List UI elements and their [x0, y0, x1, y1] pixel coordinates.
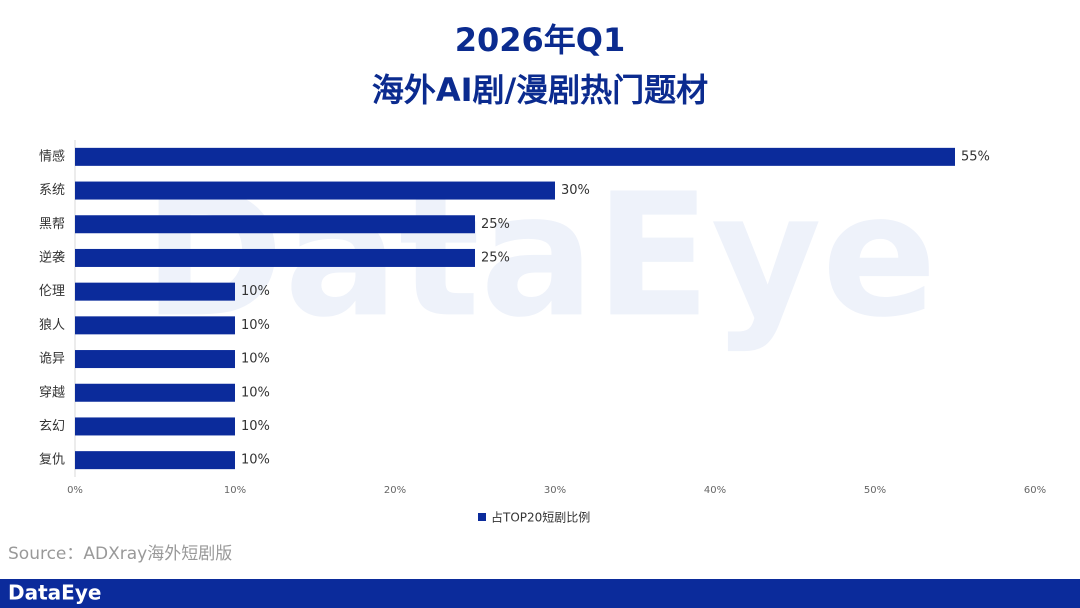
x-tick-label: 10% [224, 485, 246, 496]
y-tick-label: 玄幻 [39, 419, 65, 434]
bar [75, 215, 475, 234]
chart-title: 海外AI剧/漫剧热门题材 [372, 71, 708, 109]
value-label: 10% [241, 453, 270, 468]
y-tick-label: 逆袭 [39, 249, 65, 265]
y-tick-label: 系统 [39, 183, 65, 198]
y-tick-label: 情感 [39, 148, 65, 164]
legend-label: 占TOP20短剧比例 [491, 510, 590, 525]
x-tick-label: 60% [1024, 485, 1046, 496]
x-tick-label: 0% [67, 485, 83, 496]
value-label: 10% [241, 385, 270, 400]
bar [75, 383, 235, 402]
bar [75, 181, 555, 200]
x-tick-label: 40% [704, 485, 726, 496]
bar [75, 417, 235, 436]
footer-bar [0, 579, 1080, 608]
value-label: 55% [961, 149, 990, 164]
value-label: 30% [561, 183, 590, 198]
value-label: 25% [481, 217, 510, 232]
legend-swatch [478, 513, 486, 521]
source: Source：ADXray海外短剧版 [8, 544, 232, 564]
x-tick-label: 20% [384, 485, 406, 496]
bar [75, 451, 235, 470]
bar [75, 248, 475, 267]
y-tick-label: 伦理 [39, 284, 65, 299]
value-label: 10% [241, 419, 270, 434]
value-label: 10% [241, 352, 270, 367]
value-label: 10% [241, 318, 270, 333]
bar [75, 282, 235, 301]
y-tick-label: 狼人 [39, 318, 65, 333]
y-tick-label: 诡异 [39, 352, 65, 367]
y-tick-label: 穿越 [39, 384, 65, 400]
chart-title: 2026年Q1 [455, 21, 626, 59]
bar [75, 316, 235, 335]
bar [75, 147, 955, 166]
x-tick-label: 50% [864, 485, 886, 496]
bar [75, 350, 235, 369]
x-tick-label: 30% [544, 485, 566, 496]
value-label: 10% [241, 284, 270, 299]
y-tick-label: 黑帮 [39, 217, 65, 232]
y-tick-label: 复仇 [39, 453, 65, 468]
value-label: 25% [481, 250, 510, 265]
footer-logo: DataEye [8, 581, 101, 605]
